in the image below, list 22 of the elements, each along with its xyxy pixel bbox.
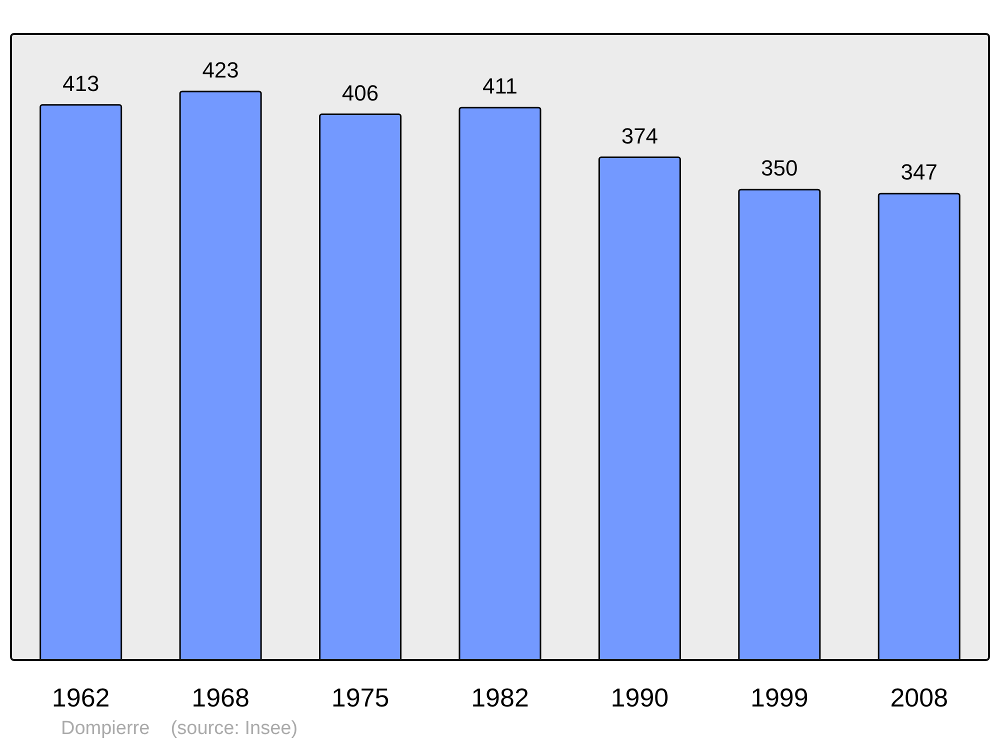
bar [878,192,960,660]
data-label: 350 [761,156,798,181]
bar [738,188,821,660]
data-label: 374 [621,123,658,148]
x-tick-label: 1999 [750,682,808,712]
bar [179,90,262,660]
data-label: 413 [62,70,100,96]
x-tick-label: 2008 [890,682,948,712]
data-label: 406 [342,80,379,106]
bar [40,104,122,660]
x-tick-label: 1962 [52,682,110,712]
data-label: 347 [900,160,938,185]
data-label: 411 [482,74,518,99]
x-tick-label: 1968 [192,682,250,712]
x-tick-label: 1990 [610,682,669,712]
bar [319,114,402,660]
x-tick-label: 1975 [331,682,390,712]
text: Dompierre (source: Insee) [61,718,298,740]
bar [458,106,542,660]
data-label: 423 [202,57,239,82]
x-tick-label: 1982 [471,682,529,712]
bar [598,156,681,660]
